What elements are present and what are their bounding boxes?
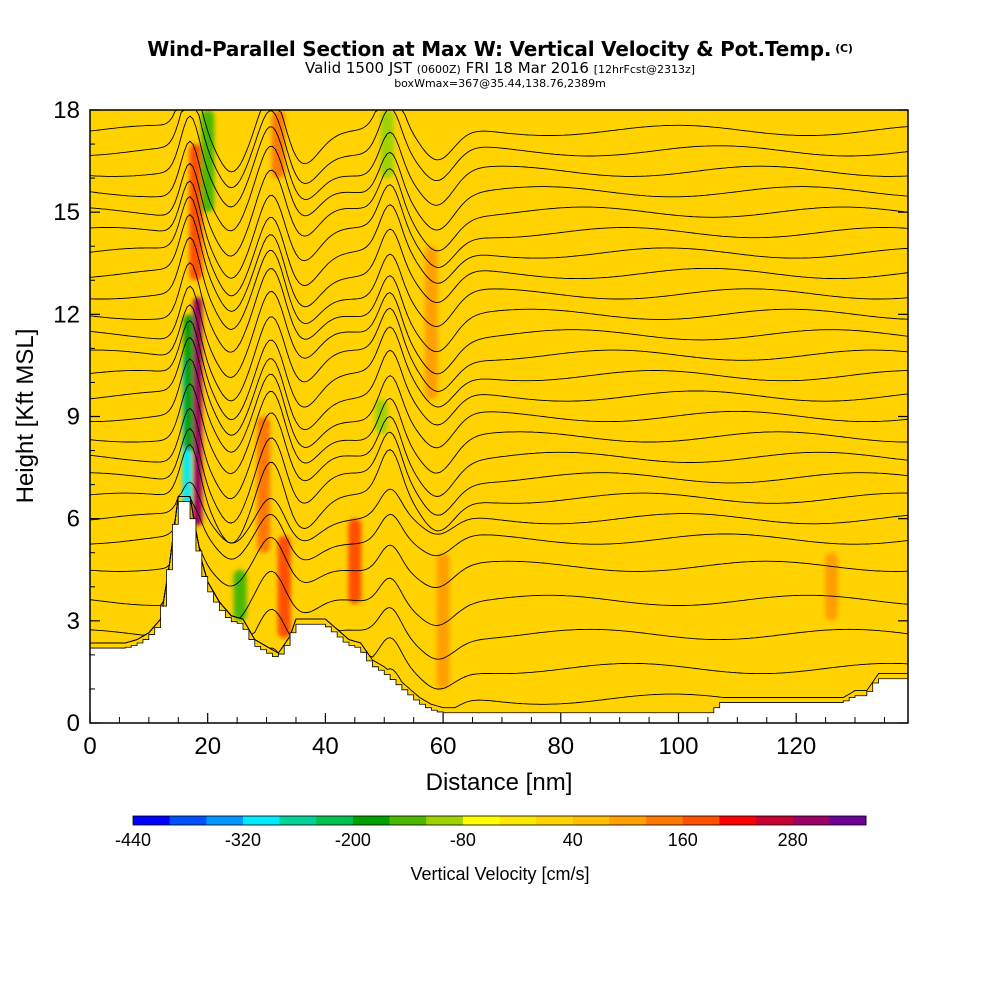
colorbar-label: Vertical Velocity [cm/s] [410,864,589,884]
colorbar-bin [133,816,171,825]
axes: 0 20 40 60 80 100 120 0 3 6 9 12 15 18 [53,97,908,760]
theta-contour [90,162,908,257]
colorbar-bin [462,816,500,825]
colorbar-tick-label: -440 [115,830,151,850]
colorbar-bin [352,816,391,825]
y-tick-label: 18 [53,97,80,124]
y-tick-label: 6 [67,506,80,533]
theta-contour [90,427,908,524]
colorbar-tick-label: -320 [225,830,261,850]
colorbar-bin [279,816,317,825]
colorbar-bin [426,816,464,825]
theta-contour [90,496,908,561]
colorbar-bin [169,816,207,825]
colorbar-tick-label: 280 [778,830,808,850]
title-block: Wind-Parallel Section at Max W: Vertical… [0,38,1000,90]
theta-contour [90,236,908,330]
colorbar-bin [609,816,647,825]
box-info: boxWmax=367@35.44,138.76,2389m [394,77,606,90]
theta-contour [90,496,908,626]
colorbar-tick-label: -200 [335,830,371,850]
colorbar-bin [499,816,537,825]
colorbar-tick-label: 40 [563,830,583,850]
theta-contour [90,383,908,475]
velocity-feature [348,518,362,604]
forecast-info: [12hrFcst@2313z] [593,63,696,76]
x-tick-label: 0 [83,733,96,760]
colorbar-bin [829,816,867,825]
x-tick-label: 20 [194,733,221,760]
theta-contour [90,110,908,189]
theta-contour [90,496,908,588]
y-tick-label: 0 [67,710,80,737]
velocity-feature [424,246,438,400]
colorbar-bin [316,816,354,825]
velocity-feature [271,110,285,179]
y-axis-label: Height [Kft MSL] [12,329,39,504]
velocity-feature [824,552,838,621]
colorbar-bin [242,816,281,825]
y-tick-label: 12 [53,301,80,328]
colorbar: -440 -320 -200 -80 40 160 280 [115,815,867,850]
y-tick-label: 15 [53,199,80,226]
colorbar-bin [536,816,574,825]
velocity-feature [257,416,271,553]
theta-contour [90,304,908,402]
chart-title-text: Wind-Parallel Section at Max W: Vertical… [147,37,832,61]
colorbar-bin [646,816,684,825]
theta-contour [90,180,908,279]
velocity-feature [189,144,203,281]
terrain [90,501,908,723]
x-axis-label: Distance [nm] [426,769,573,796]
colorbar-bin [792,816,830,825]
theta-contour [90,319,908,421]
x-tick-label: 100 [658,733,698,760]
velocity-feature [233,569,247,621]
plot-area [90,110,908,723]
valid-date: FRI 18 Mar 2016 [465,59,589,77]
chart-subtitle: Valid 1500 JST (0600Z) FRI 18 Mar 2016 [… [0,60,1000,78]
theta-contour [90,358,908,453]
chart-title: Wind-Parallel Section at Max W: Vertical… [0,38,1000,60]
colorbar-tick-label: 160 [668,830,698,850]
theta-contour [90,262,908,353]
colorbar-bin [572,816,610,825]
theta-contour [90,195,908,297]
theta-contour [90,213,908,312]
colorbar-bin [682,816,720,825]
y-tick-label: 3 [67,608,80,635]
x-tick-label: 40 [312,733,339,760]
colorbar-bin [206,816,244,825]
velocity-feature [193,297,203,526]
velocity-feature [374,399,388,434]
valid-utc: (0600Z) [416,63,461,76]
y-tick-label: 9 [67,404,80,431]
theta-contours [90,110,908,709]
theta-contour [90,336,908,436]
x-tick-label: 120 [776,733,816,760]
theta-contour [90,110,908,173]
velocity-feature [380,110,394,179]
colorbar-bin [719,816,757,825]
colorbar-tick-label: -80 [450,830,476,850]
theta-contour [90,115,908,208]
theta-contour [90,285,908,378]
theta-contour [90,140,908,232]
colorbar-frame [132,815,867,826]
theta-contour [90,407,908,500]
colorbar-bin [389,816,427,825]
x-tick-label: 80 [547,733,574,760]
colorbar-bin [756,816,794,825]
valid-prefix: Valid 1500 JST [304,59,412,77]
x-tick-label: 60 [430,733,457,760]
copyright-mark: (C) [835,42,853,55]
theta-contour [90,443,908,544]
